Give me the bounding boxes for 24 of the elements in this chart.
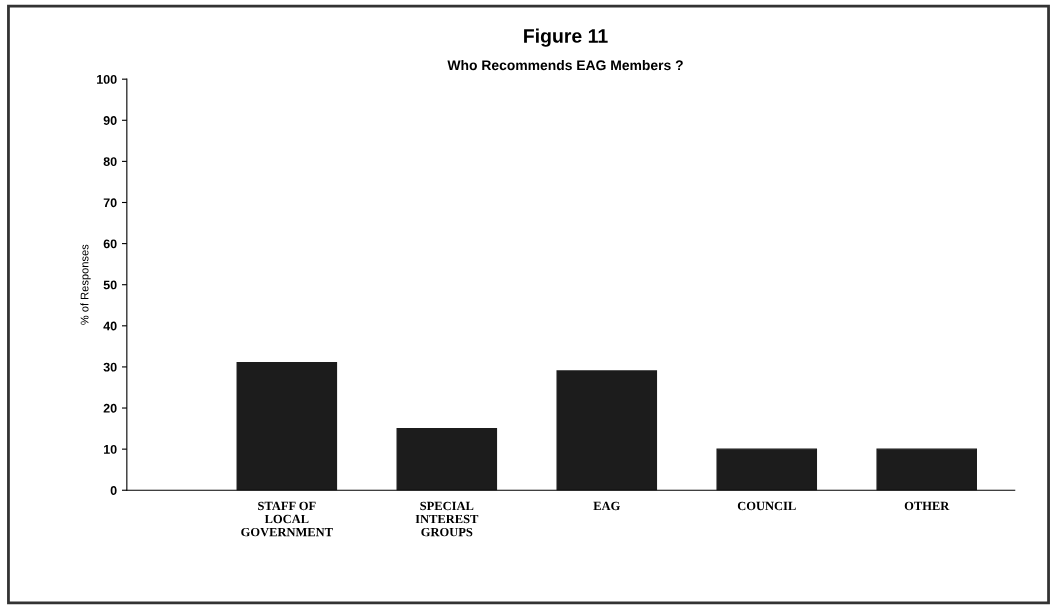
y-tick-label: 0 (110, 486, 117, 495)
bar (236, 362, 338, 491)
chart-subtitle: Who Recommends EAG Members ? (447, 59, 683, 71)
bar (556, 370, 658, 491)
y-tick-label: 20 (103, 403, 117, 413)
x-tick-label: STAFF OF LOCAL GOVERNMENT (241, 501, 333, 537)
y-tick-label: 100 (97, 74, 117, 84)
x-tick-label: EAG (593, 501, 620, 511)
y-tick-label: 40 (103, 321, 117, 331)
y-tick-label: 30 (103, 362, 117, 372)
y-tick-label: 10 (104, 444, 117, 454)
bar (876, 448, 978, 491)
bar (396, 427, 498, 491)
y-tick-label: 80 (103, 157, 117, 167)
y-tick-label: 70 (103, 198, 117, 208)
x-tick-label: COUNCIL (737, 501, 796, 511)
y-tick-label: 50 (103, 280, 117, 290)
y-tick-label: 60 (103, 239, 117, 249)
chart-title: Figure 11 (524, 28, 608, 47)
x-tick-label: OTHER (904, 501, 950, 511)
bar (716, 448, 818, 491)
y-axis-title: % of Responses (80, 244, 91, 325)
y-tick-label: 90 (103, 116, 117, 125)
x-tick-label: SPECIAL INTEREST GROUPS (415, 501, 479, 537)
